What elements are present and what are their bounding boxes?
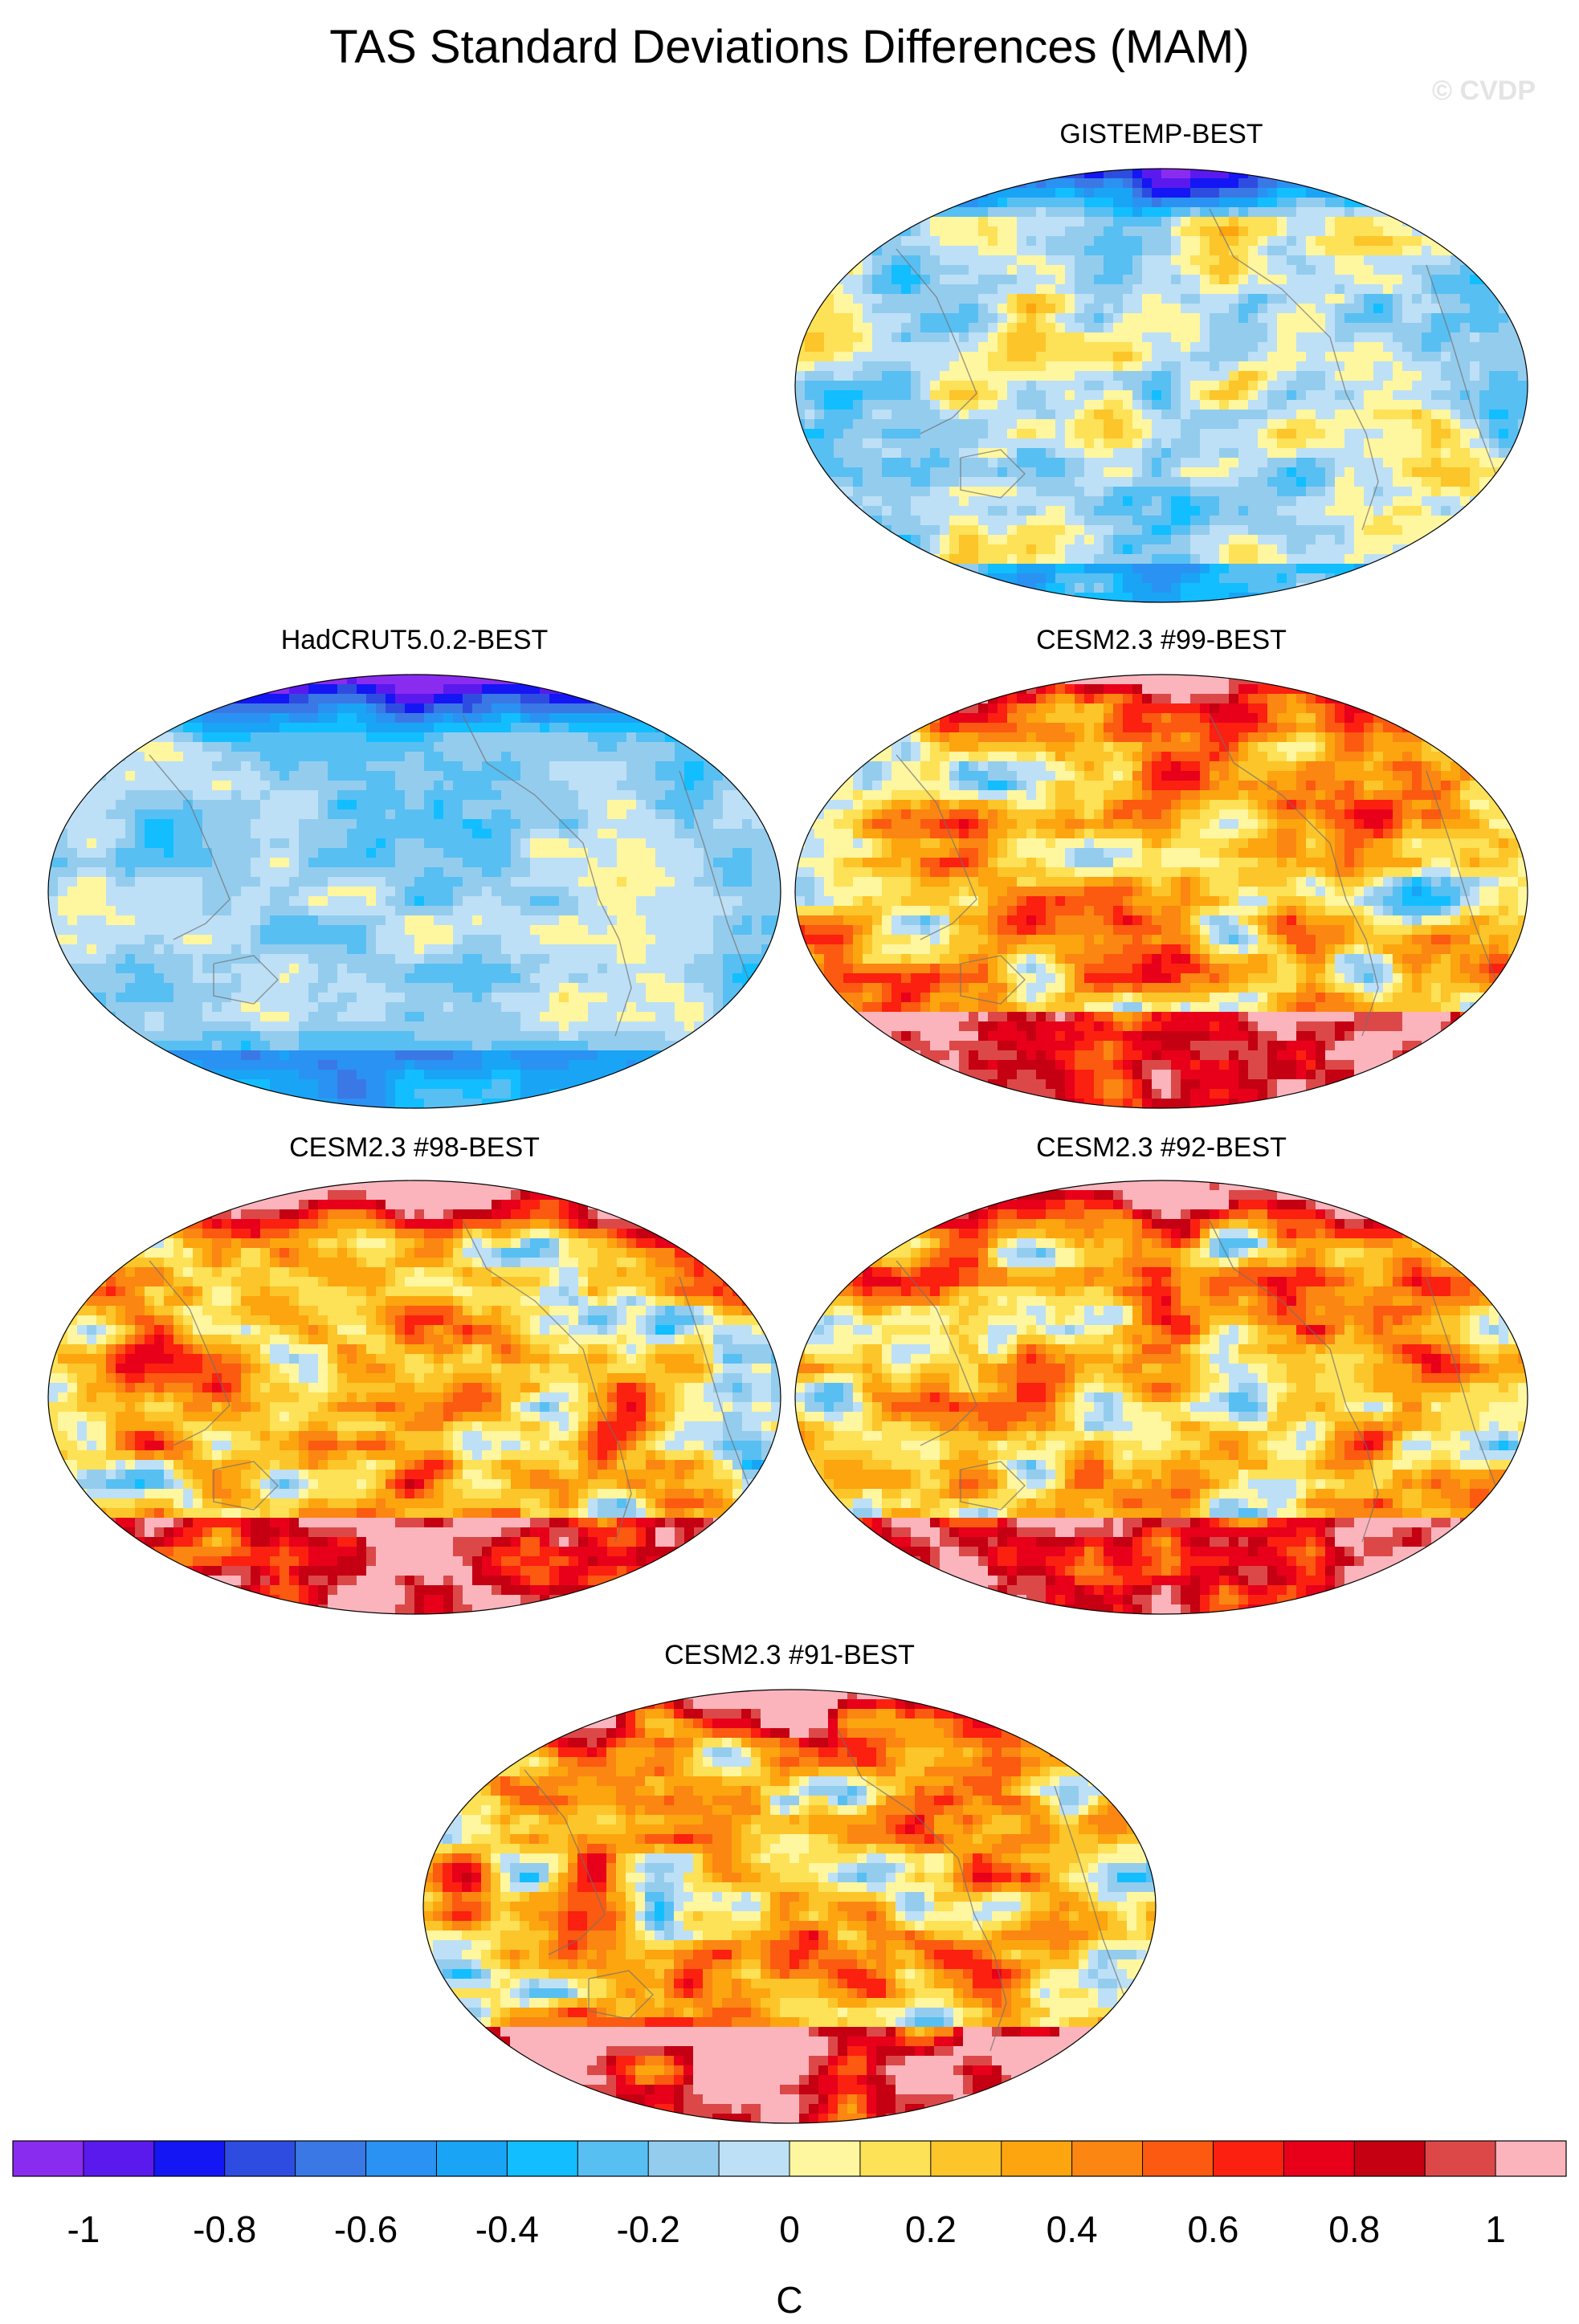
panel-title-cesm-98: CESM2.3 #98-BEST — [289, 1132, 540, 1163]
panel-title-hadcrut: HadCRUT5.0.2-BEST — [281, 625, 549, 655]
panel-title-cesm-91: CESM2.3 #91-BEST — [664, 1640, 915, 1670]
colorbar-unit: C — [776, 2279, 802, 2321]
map-panel-hadcrut — [47, 674, 781, 1109]
colorbar-swatch — [1142, 2141, 1214, 2176]
colorbar-swatch — [1283, 2141, 1355, 2176]
colorbar-swatch — [436, 2141, 508, 2176]
map-panel-gistemp — [794, 168, 1528, 603]
colorbar-swatch — [1495, 2141, 1567, 2176]
colorbar-tick-label: 0.4 — [1047, 2208, 1098, 2250]
colorbar-swatch — [13, 2141, 84, 2176]
colorbar-swatch — [790, 2141, 861, 2176]
colorbar-swatch — [1071, 2141, 1144, 2176]
map-panel-cesm-92 — [794, 1180, 1528, 1615]
map-panel-cesm-99 — [794, 674, 1528, 1109]
map-panel-cesm-98 — [47, 1180, 781, 1615]
panel-title-cesm-92: CESM2.3 #92-BEST — [1036, 1132, 1287, 1163]
colorbar-swatch — [930, 2141, 1002, 2176]
colorbar-swatch — [859, 2141, 932, 2176]
colorbar-tick-label: 0 — [779, 2208, 800, 2250]
colorbar-swatch — [1213, 2141, 1284, 2176]
map-panel-cesm-91 — [422, 1689, 1157, 2124]
colorbar-tick-label: -0.2 — [617, 2208, 680, 2250]
colorbar-swatch — [365, 2141, 437, 2176]
cvdp-watermark: © CVDP — [1432, 75, 1536, 106]
colorbar-swatch — [1354, 2141, 1426, 2176]
colorbar-swatch — [83, 2141, 155, 2176]
colorbar-swatch — [295, 2141, 367, 2176]
colorbar-tick-label: -1 — [67, 2208, 100, 2250]
colorbar-swatch — [719, 2141, 790, 2176]
colorbar-tick-label: -0.4 — [475, 2208, 539, 2250]
colorbar-tick-label: -0.8 — [193, 2208, 256, 2250]
colorbar-tick-label: 0.6 — [1187, 2208, 1238, 2250]
colorbar: -1 -0.8 -0.6 -0.4 -0.2 0 0.2 0.4 0.6 0.8 1 — [12, 2140, 1567, 2250]
figure-title: TAS Standard Deviations Differences (MAM… — [329, 21, 1249, 73]
panel-title-cesm-99: CESM2.3 #99-BEST — [1036, 625, 1287, 655]
colorbar-swatch — [577, 2141, 649, 2176]
colorbar-tick-label: -0.6 — [334, 2208, 398, 2250]
colorbar-swatch — [507, 2141, 578, 2176]
colorbar-tick-label: 0.8 — [1328, 2208, 1380, 2250]
colorbar-tick-label: 1 — [1485, 2208, 1506, 2250]
colorbar-swatch — [153, 2141, 226, 2176]
colorbar-swatch — [1425, 2141, 1496, 2176]
colorbar-tick-label: 0.2 — [905, 2208, 957, 2250]
colorbar-swatch — [224, 2141, 296, 2176]
panel-title-gistemp: GISTEMP-BEST — [1059, 119, 1263, 149]
colorbar-swatch — [648, 2141, 720, 2176]
colorbar-swatch — [1001, 2141, 1073, 2176]
